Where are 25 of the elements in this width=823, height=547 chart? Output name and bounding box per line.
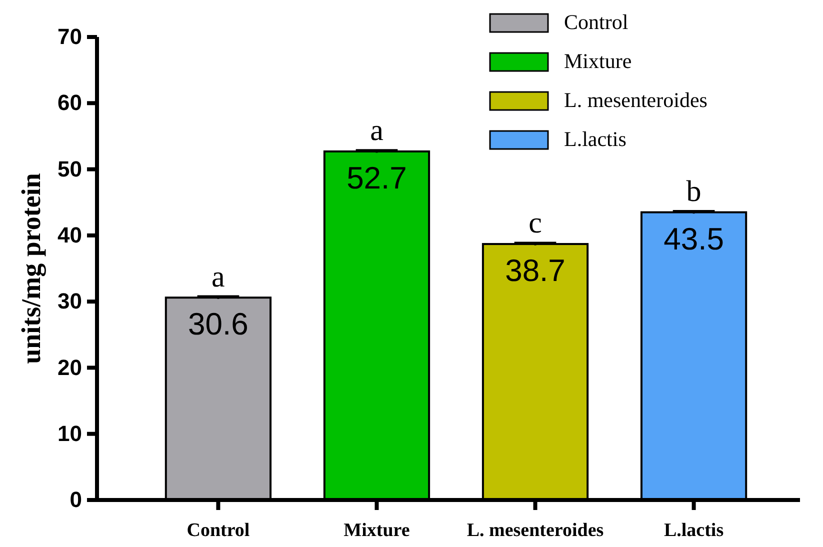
y-tick-label: 30 — [58, 288, 82, 314]
legend-label: Control — [564, 10, 628, 34]
annotation: b — [686, 174, 702, 208]
annotation: c — [528, 206, 542, 240]
x-tick-label: Mixture — [344, 520, 410, 541]
y-axis-title: units/mg protein — [16, 173, 46, 364]
x-tick-label: L.lactis — [664, 520, 724, 541]
x-tick-label: L. mesenteroides — [466, 520, 604, 541]
data-label: 30.6 — [188, 306, 248, 342]
y-tick-label: 60 — [58, 90, 82, 116]
legend-label: Mixture — [564, 49, 632, 73]
y-tick-label: 20 — [58, 354, 82, 380]
annotation: a — [212, 260, 225, 294]
y-tick-label: 50 — [58, 156, 82, 182]
data-label: 43.5 — [664, 221, 724, 256]
data-label: 38.7 — [505, 253, 566, 288]
legend-label: L.lactis — [564, 127, 626, 151]
y-tick-label: 40 — [58, 222, 82, 248]
legend-label: L. mesenteroides — [564, 88, 708, 112]
data-label: 52.7 — [346, 160, 407, 196]
y-tick-label: 0 — [70, 487, 82, 512]
x-tick-label: Control — [186, 520, 250, 541]
annotation: a — [370, 114, 384, 148]
y-tick-label: 70 — [58, 24, 82, 50]
y-tick-label: 10 — [58, 420, 82, 446]
